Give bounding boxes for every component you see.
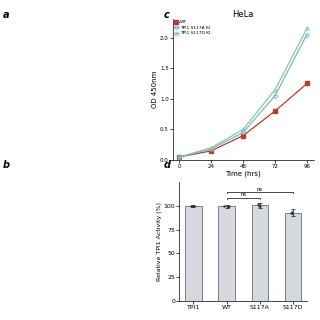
Text: ns: ns [257, 187, 263, 192]
X-axis label: Time (hrs): Time (hrs) [225, 171, 261, 177]
Y-axis label: Relative TPI1 Activity (%): Relative TPI1 Activity (%) [157, 202, 162, 281]
Point [225, 204, 230, 209]
Title: HeLa: HeLa [233, 10, 254, 19]
Point [189, 203, 194, 208]
Point [289, 210, 294, 215]
Text: d: d [163, 160, 170, 170]
Point [256, 203, 261, 208]
Text: b: b [3, 160, 10, 170]
Text: a: a [3, 10, 10, 20]
Bar [285, 213, 301, 301]
Point [189, 203, 194, 208]
Point [290, 210, 295, 215]
Y-axis label: OD 450nm: OD 450nm [153, 71, 158, 108]
Bar [185, 206, 202, 301]
Point [227, 204, 232, 209]
Point [257, 203, 262, 208]
Bar [252, 205, 268, 301]
Bar [218, 206, 235, 301]
Point [256, 202, 261, 207]
Point [289, 211, 294, 216]
Point [191, 204, 196, 209]
Point [221, 203, 227, 208]
Legend: WT, TPI1 S117A KI, TPI1 S117D KI: WT, TPI1 S117A KI, TPI1 S117D KI [174, 20, 211, 35]
Text: ns: ns [240, 192, 246, 197]
Text: c: c [163, 10, 169, 20]
